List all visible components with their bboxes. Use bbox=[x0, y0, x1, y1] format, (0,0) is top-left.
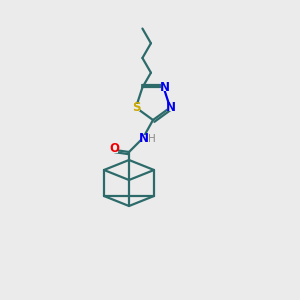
FancyBboxPatch shape bbox=[132, 104, 140, 111]
FancyBboxPatch shape bbox=[167, 104, 175, 111]
Text: S: S bbox=[132, 101, 140, 114]
Text: N: N bbox=[166, 101, 176, 114]
FancyBboxPatch shape bbox=[110, 146, 118, 152]
Text: N: N bbox=[139, 131, 149, 145]
Text: N: N bbox=[160, 81, 170, 94]
Text: O: O bbox=[109, 142, 119, 155]
FancyBboxPatch shape bbox=[141, 134, 149, 142]
FancyBboxPatch shape bbox=[160, 84, 169, 91]
Text: H: H bbox=[148, 134, 156, 144]
